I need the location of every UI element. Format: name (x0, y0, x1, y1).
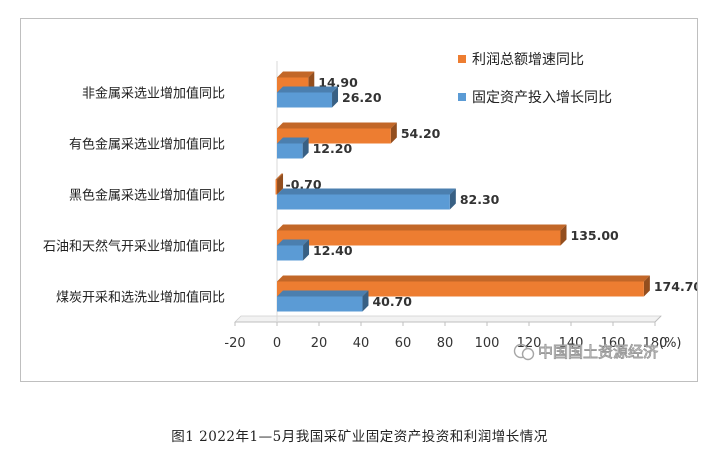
bar-side-face (390, 122, 397, 144)
bar (277, 143, 303, 159)
bar-top-face (277, 86, 339, 93)
bar-side-face (560, 224, 567, 246)
bar-value-label: 40.70 (372, 294, 412, 309)
legend-label: 利润总额增速同比 (472, 52, 584, 68)
bar-top-face (275, 173, 284, 180)
legend-swatch (458, 55, 466, 63)
bar-side-face (643, 275, 650, 297)
x-tick-label: 40 (353, 336, 370, 351)
bar-value-label: 12.40 (313, 243, 353, 258)
bar (277, 230, 561, 246)
bar-top-face (277, 122, 397, 129)
x-tick-label: 20 (311, 336, 328, 351)
bar-value-label: 54.20 (401, 126, 441, 141)
bar-chart: -20 0 20 40 60 80 100 120 140 160 180(%) 非金属采选业增加值同… (43, 52, 697, 361)
x-axis-depth-line (654, 315, 662, 323)
x-tick-label: 180 (643, 336, 668, 351)
x-tick-label: -20 (224, 336, 245, 351)
x-tick-label: 160 (601, 336, 626, 351)
watermark-text: 中国国土资源经济 (538, 343, 658, 361)
bar-value-label: 26.20 (342, 90, 382, 105)
figure-caption: 图1 2022年1—5月我国采矿业固定资产投资和利润增长情况 (171, 429, 548, 445)
legend-swatch (458, 93, 466, 101)
wechat-icon-bubble (521, 347, 535, 361)
bar-top-face (277, 275, 650, 282)
bar (277, 194, 450, 210)
category-label: 有色金属采选业增加值同比 (69, 137, 225, 153)
bar (277, 92, 333, 108)
bar-side-face (449, 188, 456, 210)
bar-top-face (277, 71, 315, 78)
x-axis-unit: (%) (659, 336, 682, 351)
category-label: 石油和天然气开采业增加值同比 (43, 239, 225, 255)
category-label: 非金属采选业增加值同比 (82, 86, 225, 102)
bar-value-label: 174.70 (654, 279, 697, 294)
bar (277, 245, 304, 261)
bar-top-face (277, 224, 567, 231)
x-tick-label: 100 (475, 336, 500, 351)
chart-frame: -20 0 20 40 60 80 100 120 140 160 180 (%) 非金属采选业增加值同… (20, 18, 698, 382)
bar-top-face (277, 137, 309, 144)
bar-value-label: -0.70 (286, 177, 322, 192)
bar-top-face (277, 290, 369, 297)
x-tick-label: 140 (559, 336, 584, 351)
bar-side-face (362, 290, 369, 312)
bar-top-face (277, 239, 310, 246)
bar-side-face (277, 173, 284, 195)
legend-label: 固定资产投入增长同比 (472, 90, 612, 106)
bar-side-face (332, 86, 339, 108)
bar (277, 281, 644, 297)
x-tick-label: 80 (437, 336, 454, 351)
x-tick-label: 120 (517, 336, 542, 351)
category-label: 黑色金属采选业增加值同比 (69, 188, 225, 204)
bar-value-label: 12.20 (313, 141, 353, 156)
bar-side-face (303, 239, 310, 261)
bar-value-label: 82.30 (460, 192, 500, 207)
bar-side-face (302, 137, 309, 159)
bar-value-label: 135.00 (571, 228, 620, 243)
bar-value-label: 14.90 (318, 75, 358, 90)
x-tick-label: 0 (273, 336, 281, 351)
x-tick-label: 60 (395, 336, 412, 351)
bar-top-face (277, 188, 456, 195)
bar (277, 296, 363, 312)
category-label: 煤炭开采和选洗业增加值同比 (56, 290, 225, 306)
chart-floor (234, 315, 662, 323)
bar (275, 179, 278, 195)
